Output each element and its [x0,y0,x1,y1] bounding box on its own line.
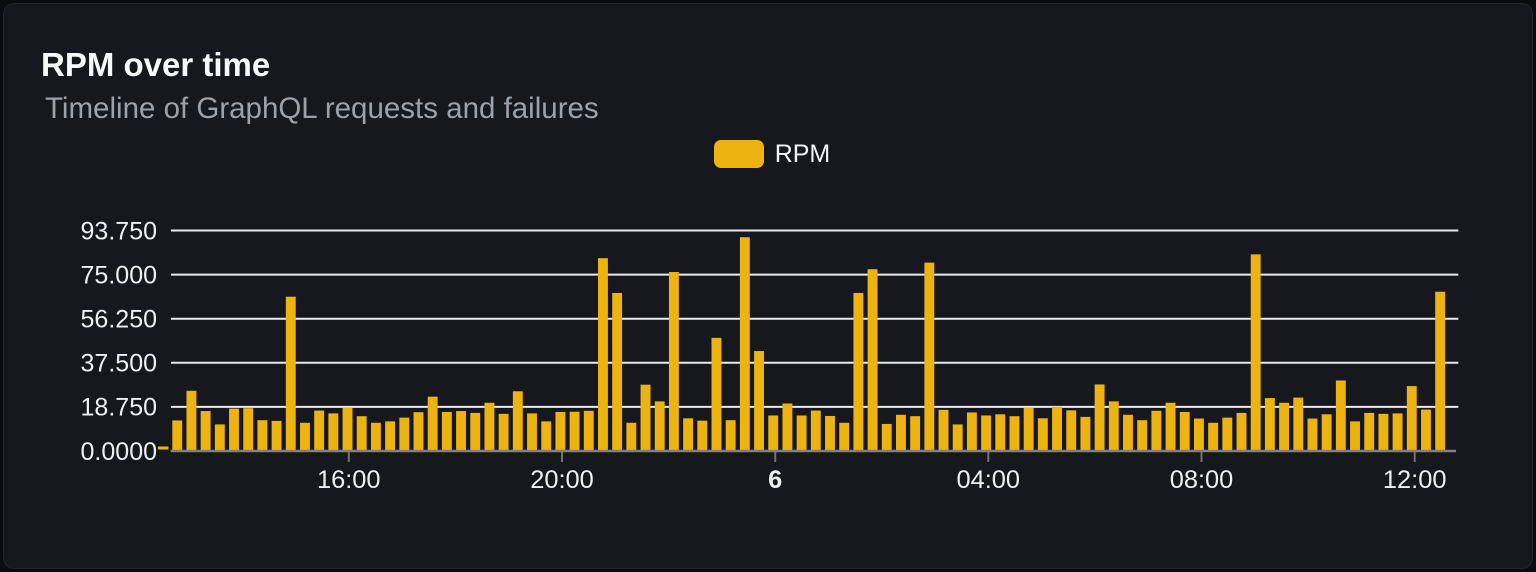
svg-text:6: 6 [768,466,782,494]
svg-text:37.500: 37.500 [81,350,157,378]
svg-text:0.0000: 0.0000 [81,438,157,466]
svg-text:16:00: 16:00 [317,466,381,494]
svg-text:20:00: 20:00 [530,466,594,494]
svg-text:12:00: 12:00 [1383,466,1447,494]
svg-text:08:00: 08:00 [1170,466,1234,494]
svg-text:56.250: 56.250 [81,306,157,334]
svg-text:75.000: 75.000 [81,261,157,289]
svg-text:04:00: 04:00 [957,466,1021,494]
svg-text:93.750: 93.750 [81,217,157,245]
svg-text:18.750: 18.750 [81,394,157,422]
